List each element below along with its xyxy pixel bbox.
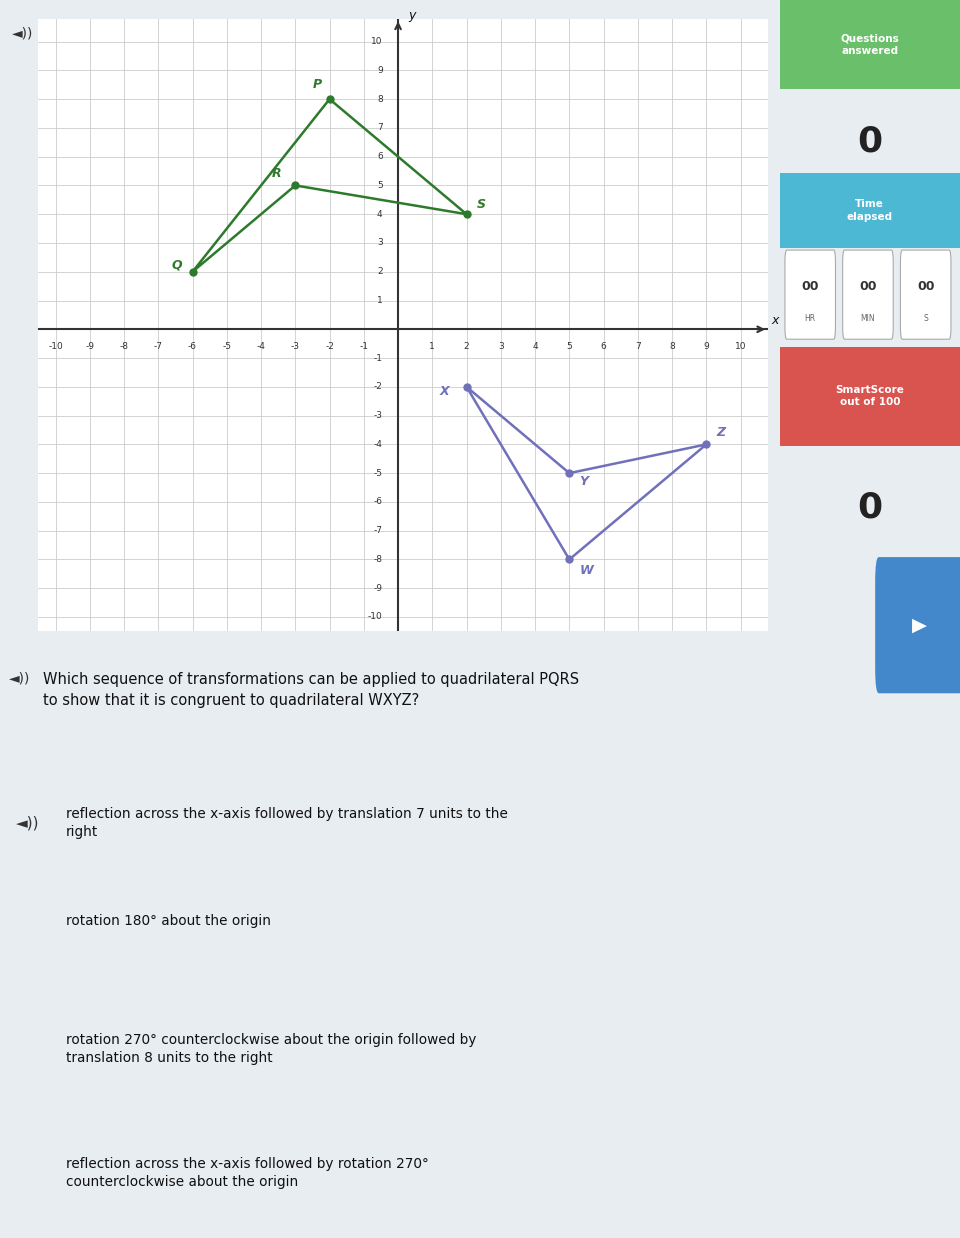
- Text: The graph shows quadrilaterals PQRS and WXYZ.: The graph shows quadrilaterals PQRS and …: [78, 26, 438, 41]
- Text: 6: 6: [377, 152, 383, 161]
- Text: -6: -6: [373, 498, 383, 506]
- FancyBboxPatch shape: [876, 557, 960, 693]
- Text: 2: 2: [377, 267, 383, 276]
- Text: 00: 00: [917, 281, 934, 293]
- Text: 4: 4: [532, 342, 538, 352]
- Text: 4: 4: [377, 209, 383, 219]
- Text: -2: -2: [325, 342, 334, 352]
- Text: -9: -9: [85, 342, 94, 352]
- Text: Time
elapsed: Time elapsed: [847, 199, 893, 222]
- Text: 9: 9: [704, 342, 709, 352]
- Text: -5: -5: [223, 342, 231, 352]
- Text: -3: -3: [291, 342, 300, 352]
- Text: 🔍: 🔍: [43, 26, 51, 41]
- Text: -2: -2: [373, 383, 383, 391]
- Text: P: P: [312, 78, 322, 90]
- Text: 10: 10: [734, 342, 746, 352]
- Text: ◄)): ◄)): [10, 672, 31, 686]
- Text: 00: 00: [859, 281, 876, 293]
- Text: Y: Y: [580, 474, 588, 488]
- Text: 8: 8: [377, 94, 383, 104]
- Text: Q: Q: [172, 259, 182, 272]
- Text: -10: -10: [48, 342, 63, 352]
- Text: Which sequence of transformations can be applied to quadrilateral PQRS
to show t: Which sequence of transformations can be…: [43, 672, 579, 708]
- Text: 10: 10: [372, 37, 383, 46]
- Text: y: y: [408, 9, 416, 22]
- Text: -9: -9: [373, 584, 383, 593]
- Text: SmartScore
out of 100: SmartScore out of 100: [835, 385, 904, 407]
- Text: 0: 0: [857, 124, 882, 158]
- Bar: [780, 347, 960, 446]
- Text: 8: 8: [669, 342, 675, 352]
- Text: HR: HR: [804, 314, 816, 323]
- Text: rotation 180° about the origin: rotation 180° about the origin: [65, 914, 271, 928]
- Text: R: R: [272, 167, 281, 180]
- Text: S: S: [477, 198, 486, 212]
- Text: -1: -1: [359, 342, 369, 352]
- Text: -7: -7: [154, 342, 163, 352]
- Text: rotation 270° counterclockwise about the origin followed by
translation 8 units : rotation 270° counterclockwise about the…: [65, 1032, 476, 1066]
- Text: reflection across the x-axis followed by translation 7 units to the
right: reflection across the x-axis followed by…: [65, 807, 508, 839]
- FancyBboxPatch shape: [785, 250, 835, 339]
- Text: -4: -4: [373, 439, 383, 449]
- Text: -1: -1: [373, 354, 383, 363]
- Text: 5: 5: [377, 181, 383, 189]
- FancyBboxPatch shape: [900, 250, 951, 339]
- Text: 2: 2: [464, 342, 469, 352]
- Text: 9: 9: [377, 66, 383, 74]
- FancyBboxPatch shape: [843, 250, 893, 339]
- Text: 5: 5: [566, 342, 572, 352]
- Text: ◄)): ◄)): [16, 816, 39, 831]
- Text: Questions
answered: Questions answered: [840, 33, 900, 56]
- Text: 7: 7: [635, 342, 640, 352]
- Text: 1: 1: [377, 296, 383, 305]
- Text: -7: -7: [373, 526, 383, 535]
- Text: MIN: MIN: [861, 314, 876, 323]
- Text: -4: -4: [256, 342, 266, 352]
- Bar: [780, 173, 960, 248]
- Text: -3: -3: [373, 411, 383, 420]
- Text: x: x: [772, 314, 779, 327]
- Text: 3: 3: [377, 239, 383, 248]
- Text: Z: Z: [716, 426, 726, 438]
- Text: -10: -10: [368, 613, 383, 621]
- Bar: [780, 0, 960, 89]
- Text: -5: -5: [373, 469, 383, 478]
- Text: -8: -8: [120, 342, 129, 352]
- Text: 3: 3: [498, 342, 504, 352]
- Text: X: X: [439, 385, 448, 399]
- Text: W: W: [580, 563, 593, 577]
- Text: 00: 00: [802, 281, 819, 293]
- Text: 1: 1: [429, 342, 435, 352]
- Text: -6: -6: [188, 342, 197, 352]
- Text: 0: 0: [857, 490, 882, 525]
- Text: ▶: ▶: [912, 615, 927, 635]
- Text: ◄)): ◄)): [12, 26, 33, 41]
- Text: reflection across the x-axis followed by rotation 270°
counterclockwise about th: reflection across the x-axis followed by…: [65, 1156, 428, 1190]
- Text: 7: 7: [377, 124, 383, 132]
- Text: S: S: [924, 314, 928, 323]
- Text: -8: -8: [373, 555, 383, 565]
- Text: 6: 6: [601, 342, 607, 352]
